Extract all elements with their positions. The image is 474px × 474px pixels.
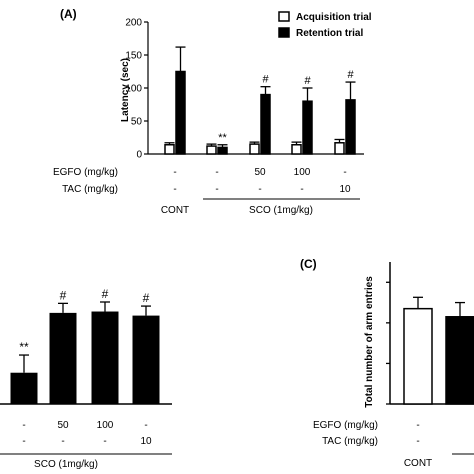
acquisition-bar bbox=[334, 142, 345, 155]
panel-c-bar bbox=[445, 316, 474, 405]
panel-a-egfo-value: - bbox=[173, 167, 176, 178]
panel-b-tac-value: 10 bbox=[140, 436, 152, 447]
panel-a-tac-value: - bbox=[215, 184, 218, 195]
acquisition-bar bbox=[164, 144, 175, 155]
retention-bar bbox=[217, 146, 228, 155]
panel-b-egfo-value: - bbox=[22, 420, 25, 431]
panel-a-label: (A) bbox=[60, 7, 77, 21]
panel-a-cont-label: CONT bbox=[161, 205, 189, 216]
panel-b-tac-value: - bbox=[103, 436, 106, 447]
panel-c: (C) Total number of arm entries EGFO (mg… bbox=[300, 257, 474, 469]
panel-a-sco-label: SCO (1mg/kg) bbox=[249, 205, 313, 216]
retention-bar bbox=[345, 99, 356, 155]
panel-c-y-axis-label: Total number of arm entries bbox=[364, 276, 375, 408]
panel-a-tac-value: - bbox=[173, 184, 176, 195]
panel-b-bar bbox=[132, 315, 160, 404]
panel-b-egfo-value: - bbox=[144, 420, 147, 431]
panel-a-y-axis-label: Latency (sec) bbox=[120, 58, 131, 122]
panel-a-egfo-value: - bbox=[343, 167, 346, 178]
panel-a-tac-value: - bbox=[258, 184, 261, 195]
panel-a-tac-value: - bbox=[300, 184, 303, 195]
significance-mark: # bbox=[304, 75, 311, 87]
panel-b-egfo-value: 100 bbox=[97, 420, 114, 431]
panel-c-label: (C) bbox=[300, 257, 317, 271]
acquisition-bar bbox=[291, 144, 302, 155]
panel-a-egfo-value: 50 bbox=[254, 167, 266, 178]
panel-b-bar bbox=[49, 312, 77, 404]
significance-mark: ** bbox=[218, 132, 227, 144]
panel-c-egfo-value: - bbox=[416, 420, 419, 431]
legend-acquisition-swatch bbox=[278, 11, 290, 22]
panel-b-tac-value: - bbox=[22, 436, 25, 447]
panel-a-y-tick-label: 50 bbox=[131, 117, 143, 128]
panel-b-tac-value: - bbox=[61, 436, 64, 447]
panel-b: SCO (1mg/kg) ** - - #50 - #100 - # - 10 bbox=[0, 287, 172, 470]
panel-b-bar bbox=[91, 311, 119, 404]
legend-retention-swatch bbox=[278, 27, 290, 38]
panel-c-cont-label: CONT bbox=[404, 458, 432, 469]
panel-a-tac-row-label: TAC (mg/kg) bbox=[62, 184, 118, 195]
panel-a-y-tick-label: 200 bbox=[125, 18, 142, 29]
panel-a-egfo-row-label: EGFO (mg/kg) bbox=[53, 167, 118, 178]
significance-mark: # bbox=[60, 288, 67, 302]
significance-mark: # bbox=[347, 69, 354, 81]
retention-bar bbox=[260, 93, 271, 155]
significance-mark: # bbox=[102, 287, 109, 301]
significance-mark: # bbox=[143, 291, 150, 305]
retention-bar bbox=[302, 100, 313, 155]
significance-mark: ** bbox=[19, 340, 29, 354]
panel-c-tac-value: - bbox=[416, 436, 419, 447]
panel-a-egfo-value: 100 bbox=[294, 167, 311, 178]
panel-a: (A) Latency (sec) Acquisition trial Rete… bbox=[53, 7, 372, 216]
acquisition-bar bbox=[206, 145, 217, 155]
panel-c-tac-row-label: TAC (mg/kg) bbox=[322, 436, 378, 447]
panel-a-y-tick-label: 0 bbox=[136, 150, 142, 161]
significance-mark: # bbox=[262, 74, 269, 86]
legend-acquisition-label: Acquisition trial bbox=[296, 12, 372, 23]
retention-bar bbox=[175, 70, 186, 155]
panel-c-bar bbox=[403, 307, 433, 405]
panel-b-egfo-value: 50 bbox=[57, 420, 69, 431]
panel-c-egfo-row-label: EGFO (mg/kg) bbox=[313, 420, 378, 431]
panel-a-egfo-value: - bbox=[215, 167, 218, 178]
panel-b-bar bbox=[10, 372, 38, 404]
acquisition-bar bbox=[249, 143, 260, 155]
panel-a-tac-value: 10 bbox=[339, 184, 351, 195]
panel-b-sco-label: SCO (1mg/kg) bbox=[34, 459, 98, 470]
panel-a-y-tick-label: 150 bbox=[125, 51, 142, 62]
panel-a-y-tick-label: 100 bbox=[125, 84, 142, 95]
legend-retention-label: Retention trial bbox=[296, 28, 363, 39]
